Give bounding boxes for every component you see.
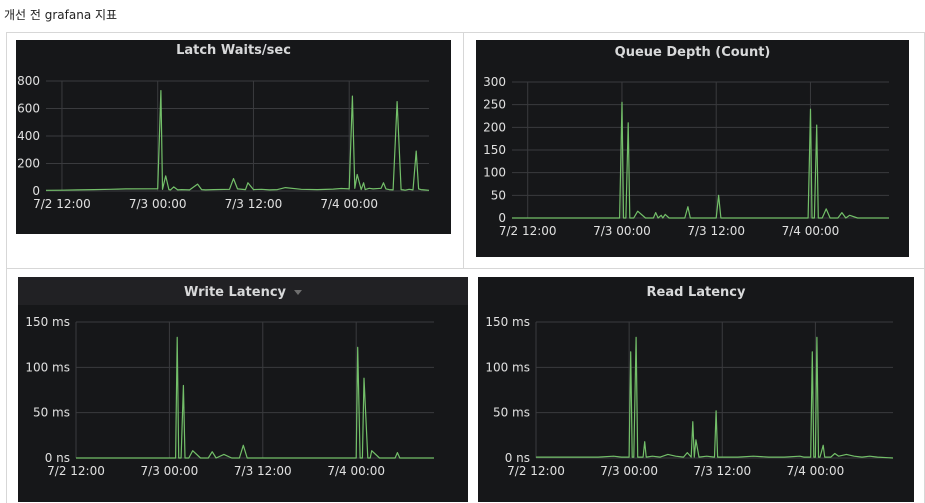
panel-write-latency: Write Latency 150 ms 100 ms 50 ms 0 ns 7/2 1… bbox=[18, 277, 468, 502]
y-tick-label: 0 ns bbox=[45, 451, 70, 465]
y-tick-label: 150 ms bbox=[485, 315, 530, 329]
queue-depth-chart: 300 250 200 150 100 50 07/2 12:00 7/3 00:00 7/3 … bbox=[483, 75, 889, 238]
panel-write-latency-title[interactable]: Write Latency bbox=[18, 285, 468, 300]
x-tick-label: 7/3 12:00 bbox=[225, 197, 283, 211]
x-tick-label: 7/3 12:00 bbox=[693, 464, 751, 478]
latch-waits-chart: 800 600 400 200 07/2 12:00 7/3 00:00 7/3 12:00… bbox=[17, 74, 430, 211]
y-tick-label: 150 ms bbox=[25, 315, 70, 329]
panel-latch-waits-title[interactable]: Latch Waits/sec bbox=[176, 43, 291, 58]
x-tick-label: 7/3 00:00 bbox=[593, 224, 651, 238]
y-tick-label: 200 bbox=[17, 157, 40, 171]
x-tick-label: 7/4 00:00 bbox=[782, 224, 840, 238]
y-tick-label: 800 bbox=[17, 74, 40, 88]
y-tick-label: 200 bbox=[483, 120, 506, 134]
y-tick-label: 100 ms bbox=[25, 360, 70, 374]
y-tick-label: 50 ms bbox=[493, 406, 530, 420]
panel-read-latency-title[interactable]: Read Latency bbox=[646, 285, 746, 300]
x-tick-label: 7/2 12:00 bbox=[33, 197, 91, 211]
panel-queue-depth-title[interactable]: Queue Depth (Count) bbox=[614, 45, 771, 60]
x-tick-label: 7/4 00:00 bbox=[787, 464, 845, 478]
y-tick-label: 400 bbox=[17, 129, 40, 143]
y-tick-label: 100 ms bbox=[485, 360, 530, 374]
y-tick-label: 250 bbox=[483, 98, 506, 112]
x-tick-label: 7/3 00:00 bbox=[141, 464, 199, 478]
y-tick-label: 0 bbox=[498, 211, 506, 225]
panel-read-latency: Read Latency 150 ms 100 ms 50 ms 0 ns 7/2 12… bbox=[478, 277, 914, 502]
series-line bbox=[76, 336, 434, 459]
x-tick-label: 7/2 12:00 bbox=[47, 464, 105, 478]
y-tick-label: 0 ns bbox=[505, 451, 530, 465]
panel-menu-chevron-down-icon[interactable] bbox=[294, 290, 303, 295]
x-tick-label: 7/3 00:00 bbox=[129, 197, 187, 211]
table-divider-horizontal bbox=[6, 268, 924, 269]
y-tick-label: 600 bbox=[17, 102, 40, 116]
series-line bbox=[45, 90, 430, 191]
x-tick-label: 7/4 00:00 bbox=[327, 464, 385, 478]
x-tick-label: 7/3 12:00 bbox=[687, 224, 745, 238]
series-line bbox=[536, 336, 894, 459]
y-tick-label: 150 bbox=[483, 143, 506, 157]
y-tick-label: 0 bbox=[32, 184, 40, 198]
table-divider-vertical bbox=[463, 32, 464, 269]
write-latency-chart: 150 ms 100 ms 50 ms 0 ns7/2 12:00 7/3 00:00 7… bbox=[25, 315, 434, 478]
panel-latch-waits: Latch Waits/sec 800 600 400 200 0 7/2 12:00 7/… bbox=[16, 40, 451, 234]
y-tick-label: 50 ms bbox=[33, 406, 70, 420]
read-latency-chart: 150 ms 100 ms 50 ms 0 ns7/2 12:00 7/3 00:00 7… bbox=[485, 315, 894, 478]
series-line bbox=[512, 101, 889, 219]
x-tick-label: 7/3 12:00 bbox=[234, 464, 292, 478]
y-tick-label: 50 bbox=[491, 188, 506, 202]
y-tick-label: 100 bbox=[483, 166, 506, 180]
x-tick-label: 7/4 00:00 bbox=[320, 197, 378, 211]
page-caption: 개선 전 grafana 지표 bbox=[4, 8, 118, 22]
panel-write-latency-title-text: Write Latency bbox=[183, 285, 287, 300]
x-tick-label: 7/3 00:00 bbox=[600, 464, 658, 478]
panel-write-latency-header bbox=[18, 277, 468, 305]
panel-queue-depth: Queue Depth (Count) 300 250 200 150 100 50 0 7/… bbox=[476, 40, 909, 257]
x-tick-label: 7/2 12:00 bbox=[507, 464, 565, 478]
x-tick-label: 7/2 12:00 bbox=[499, 224, 557, 238]
y-tick-label: 300 bbox=[483, 75, 506, 89]
